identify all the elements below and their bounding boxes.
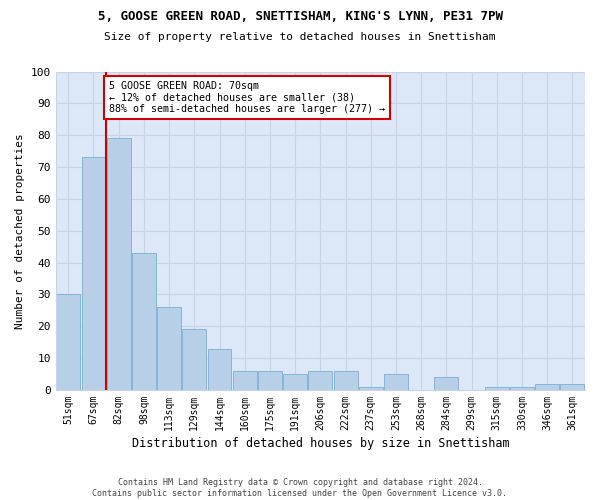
Text: Contains HM Land Registry data © Crown copyright and database right 2024.
Contai: Contains HM Land Registry data © Crown c… [92,478,508,498]
Y-axis label: Number of detached properties: Number of detached properties [15,133,25,328]
Bar [485,387,509,390]
Bar [434,377,458,390]
Bar [56,294,80,390]
Bar [560,384,584,390]
Bar [233,371,257,390]
Bar [107,138,131,390]
Bar [334,371,358,390]
Bar [283,374,307,390]
Text: 5, GOOSE GREEN ROAD, SNETTISHAM, KING'S LYNN, PE31 7PW: 5, GOOSE GREEN ROAD, SNETTISHAM, KING'S … [97,10,503,23]
Text: Size of property relative to detached houses in Snettisham: Size of property relative to detached ho… [104,32,496,42]
Bar [157,307,181,390]
Bar [535,384,559,390]
Bar [182,330,206,390]
X-axis label: Distribution of detached houses by size in Snettisham: Distribution of detached houses by size … [131,437,509,450]
Bar [208,348,232,390]
Bar [384,374,408,390]
Bar [510,387,534,390]
Bar [82,158,106,390]
Bar [258,371,282,390]
Bar [308,371,332,390]
Bar [132,253,156,390]
Text: 5 GOOSE GREEN ROAD: 70sqm
← 12% of detached houses are smaller (38)
88% of semi-: 5 GOOSE GREEN ROAD: 70sqm ← 12% of detac… [109,81,385,114]
Bar [359,387,383,390]
